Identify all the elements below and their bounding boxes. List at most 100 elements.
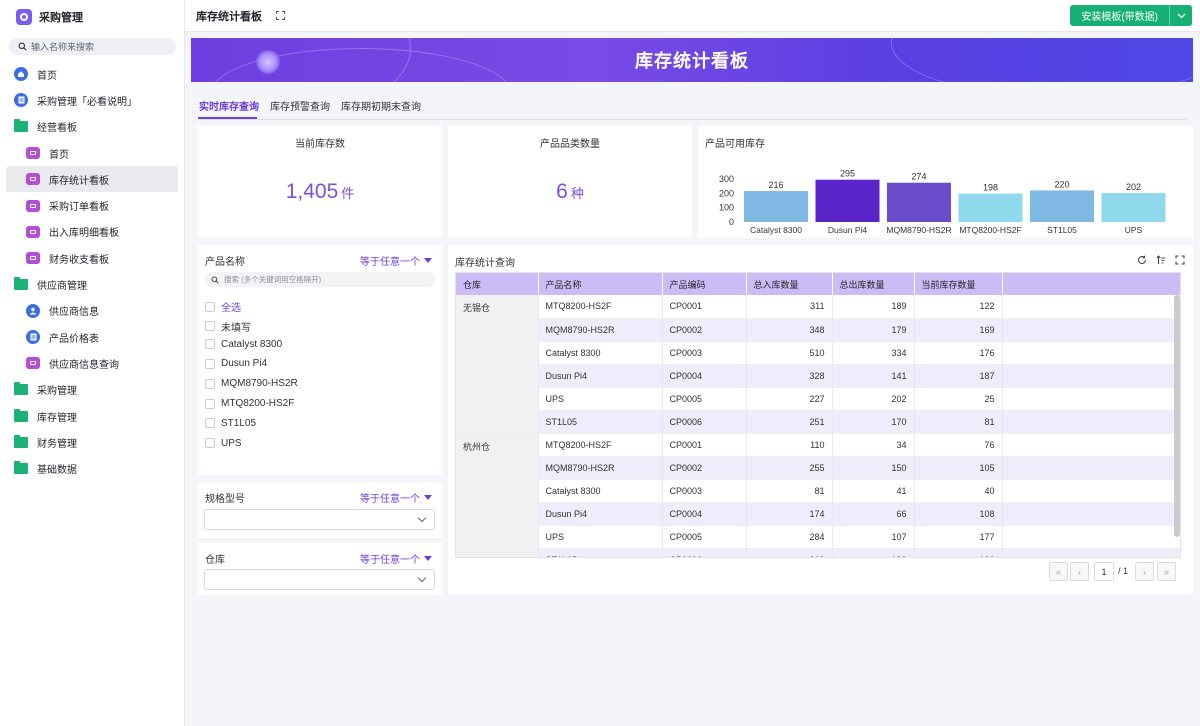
bar-value-label: 274 bbox=[911, 172, 926, 182]
filter-option[interactable]: Catalyst 8300 bbox=[205, 339, 282, 350]
sidebar-search-input[interactable]: 输入名称来搜索 bbox=[9, 38, 176, 55]
table-cell: 311 bbox=[746, 295, 833, 319]
table-cell: 334 bbox=[832, 341, 915, 365]
sidebar-item[interactable]: 供应商信息查询 bbox=[0, 350, 184, 376]
sidebar-item[interactable]: 财务收支看板 bbox=[0, 245, 184, 271]
next-page-button[interactable]: › bbox=[1135, 562, 1154, 581]
tab-inventory-period[interactable]: 库存期初期末查询 bbox=[341, 102, 421, 113]
checkbox[interactable] bbox=[205, 438, 215, 449]
filter-search-input[interactable]: 搜索 (多个关键词用空格隔开) bbox=[205, 272, 435, 287]
sort-icon[interactable] bbox=[1155, 254, 1166, 265]
table-cell: 177 bbox=[914, 525, 1003, 549]
sidebar-item[interactable]: 基础数据 bbox=[0, 455, 184, 481]
checkbox[interactable] bbox=[205, 301, 215, 312]
sidebar-item[interactable]: 出入库明细看板 bbox=[0, 219, 184, 245]
table-row[interactable]: 无锡仓 MTQ8200-HS2F CP0001 311 189 122 bbox=[456, 295, 1180, 434]
table-row[interactable]: 杭州仓 MTQ8200-HS2F CP0001 110 34 76 bbox=[456, 433, 1180, 557]
column-header[interactable]: 产品编码 bbox=[662, 273, 747, 295]
chart-bar[interactable] bbox=[744, 191, 808, 222]
kpi-value: 1,405 件 bbox=[198, 180, 442, 204]
chart-bar[interactable] bbox=[1101, 193, 1166, 222]
filter-mode-select[interactable]: 等于任意一个 bbox=[360, 253, 432, 268]
sidebar-item[interactable]: 供应商管理 bbox=[0, 271, 184, 297]
table-header-row: 仓库 产品名称 产品编码 总入库数量 总出库数量 当前库存数量 bbox=[456, 273, 1180, 295]
table-row[interactable]: Catalyst 8300 CP0003 81 41 40 bbox=[456, 479, 1180, 503]
tab-inventory-alert[interactable]: 库存预警查询 bbox=[270, 102, 330, 113]
table-cell: Dusun Pi4 bbox=[538, 502, 663, 526]
first-page-button[interactable]: « bbox=[1049, 562, 1068, 581]
chart-bar[interactable] bbox=[887, 182, 951, 222]
sidebar-item[interactable]: 首页 bbox=[0, 61, 184, 87]
install-dropdown-button[interactable] bbox=[1169, 5, 1192, 26]
last-page-button[interactable]: » bbox=[1157, 562, 1176, 581]
sidebar-item-label: 首页 bbox=[37, 70, 57, 82]
fullscreen-icon[interactable] bbox=[276, 11, 285, 20]
checkbox[interactable] bbox=[205, 321, 215, 332]
sidebar-item[interactable]: 采购管理「必看说明」 bbox=[0, 87, 184, 113]
filter-option[interactable]: 未填写 bbox=[205, 319, 251, 334]
table-row[interactable]: Catalyst 8300 CP0003 510 334 176 bbox=[456, 341, 1180, 365]
chart-bar[interactable] bbox=[958, 193, 1023, 222]
chart-bar[interactable] bbox=[815, 179, 880, 222]
filter-option[interactable]: ST1L05 bbox=[205, 418, 256, 429]
sidebar-item[interactable]: 库存统计看板 bbox=[6, 166, 178, 193]
column-header[interactable]: 当前库存数量 bbox=[914, 273, 1003, 295]
fullscreen-icon[interactable] bbox=[1174, 254, 1185, 265]
refresh-icon[interactable] bbox=[1136, 254, 1147, 265]
column-header[interactable]: 总入库数量 bbox=[746, 273, 833, 295]
table-filler-cell bbox=[1002, 548, 1180, 557]
table-cell: CP0005 bbox=[662, 525, 747, 549]
prev-page-button[interactable]: ‹ bbox=[1070, 562, 1089, 581]
table-cell: CP0001 bbox=[662, 295, 747, 319]
table-row[interactable]: ST1L05CP0006263133130 bbox=[456, 548, 1180, 557]
filter-option[interactable]: MQM8790-HS2R bbox=[205, 378, 298, 389]
chart-bar[interactable] bbox=[1030, 190, 1094, 222]
filter-mode-select[interactable]: 等于任意一个 bbox=[360, 490, 432, 505]
sidebar-item[interactable]: 采购订单看板 bbox=[0, 192, 184, 218]
filter-option[interactable]: 全选 bbox=[205, 299, 241, 314]
checkbox[interactable] bbox=[205, 378, 215, 389]
checkbox[interactable] bbox=[205, 358, 215, 369]
table-row[interactable]: MQM8790-HS2R CP0002 255 150 105 bbox=[456, 456, 1180, 480]
checkbox[interactable] bbox=[205, 418, 215, 429]
filter-option[interactable]: UPS bbox=[205, 438, 242, 449]
table-scrollbar[interactable] bbox=[1174, 295, 1180, 537]
install-template-label[interactable]: 安装模板(带数据) bbox=[1070, 5, 1169, 26]
filter-option[interactable]: Dusun Pi4 bbox=[205, 358, 267, 369]
warehouse-cell: 无锡仓 bbox=[456, 295, 539, 434]
warehouse-dropdown[interactable] bbox=[204, 569, 435, 590]
filter-mode-select[interactable]: 等于任意一个 bbox=[360, 551, 432, 566]
sidebar-item-label: 首页 bbox=[49, 149, 69, 161]
checkbox[interactable] bbox=[205, 339, 215, 350]
column-header[interactable]: 总出库数量 bbox=[832, 273, 915, 295]
filter-option[interactable]: MTQ8200-HS2F bbox=[205, 398, 294, 409]
table-row[interactable]: ST1L05 CP0006 251 170 81 bbox=[456, 410, 1180, 434]
sidebar-item[interactable]: 采购管理 bbox=[0, 377, 184, 403]
sidebar-item[interactable]: 产品价格表 bbox=[0, 324, 184, 350]
table-row[interactable]: Dusun Pi4 CP0004 328 141 187 bbox=[456, 364, 1180, 388]
checkbox[interactable] bbox=[205, 398, 215, 409]
table-filler-cell bbox=[1002, 502, 1180, 526]
sidebar-item[interactable]: 供应商信息 bbox=[0, 298, 184, 324]
table-cell: 133 bbox=[832, 548, 915, 557]
table-cell: Catalyst 8300 bbox=[538, 341, 663, 365]
last-page-icon: » bbox=[1163, 566, 1169, 577]
spec-dropdown[interactable] bbox=[204, 509, 435, 530]
table-row[interactable]: UPS CP0005 284 107 177 bbox=[456, 525, 1180, 549]
sidebar-item[interactable]: 经营看板 bbox=[0, 114, 184, 140]
page-number-input[interactable]: 1 bbox=[1094, 562, 1114, 581]
sidebar-item[interactable]: 财务管理 bbox=[0, 429, 184, 455]
folder-icon bbox=[14, 461, 28, 476]
table-row[interactable]: MQM8790-HS2R CP0002 348 179 169 bbox=[456, 318, 1180, 342]
column-header[interactable]: 产品名称 bbox=[538, 273, 663, 295]
install-template-button[interactable]: 安装模板(带数据) bbox=[1070, 5, 1192, 26]
tab-realtime-inventory[interactable]: 实时库存查询 bbox=[199, 102, 259, 113]
table-cell: 130 bbox=[914, 548, 1003, 557]
folder-icon bbox=[14, 408, 28, 423]
table-row[interactable]: UPS CP0005 227 202 25 bbox=[456, 387, 1180, 411]
sidebar-item[interactable]: 库存管理 bbox=[0, 403, 184, 429]
column-header[interactable]: 仓库 bbox=[456, 273, 539, 295]
sidebar-item[interactable]: 首页 bbox=[0, 140, 184, 166]
table-cell: 40 bbox=[914, 479, 1003, 503]
table-row[interactable]: Dusun Pi4 CP0004 174 66 108 bbox=[456, 502, 1180, 526]
